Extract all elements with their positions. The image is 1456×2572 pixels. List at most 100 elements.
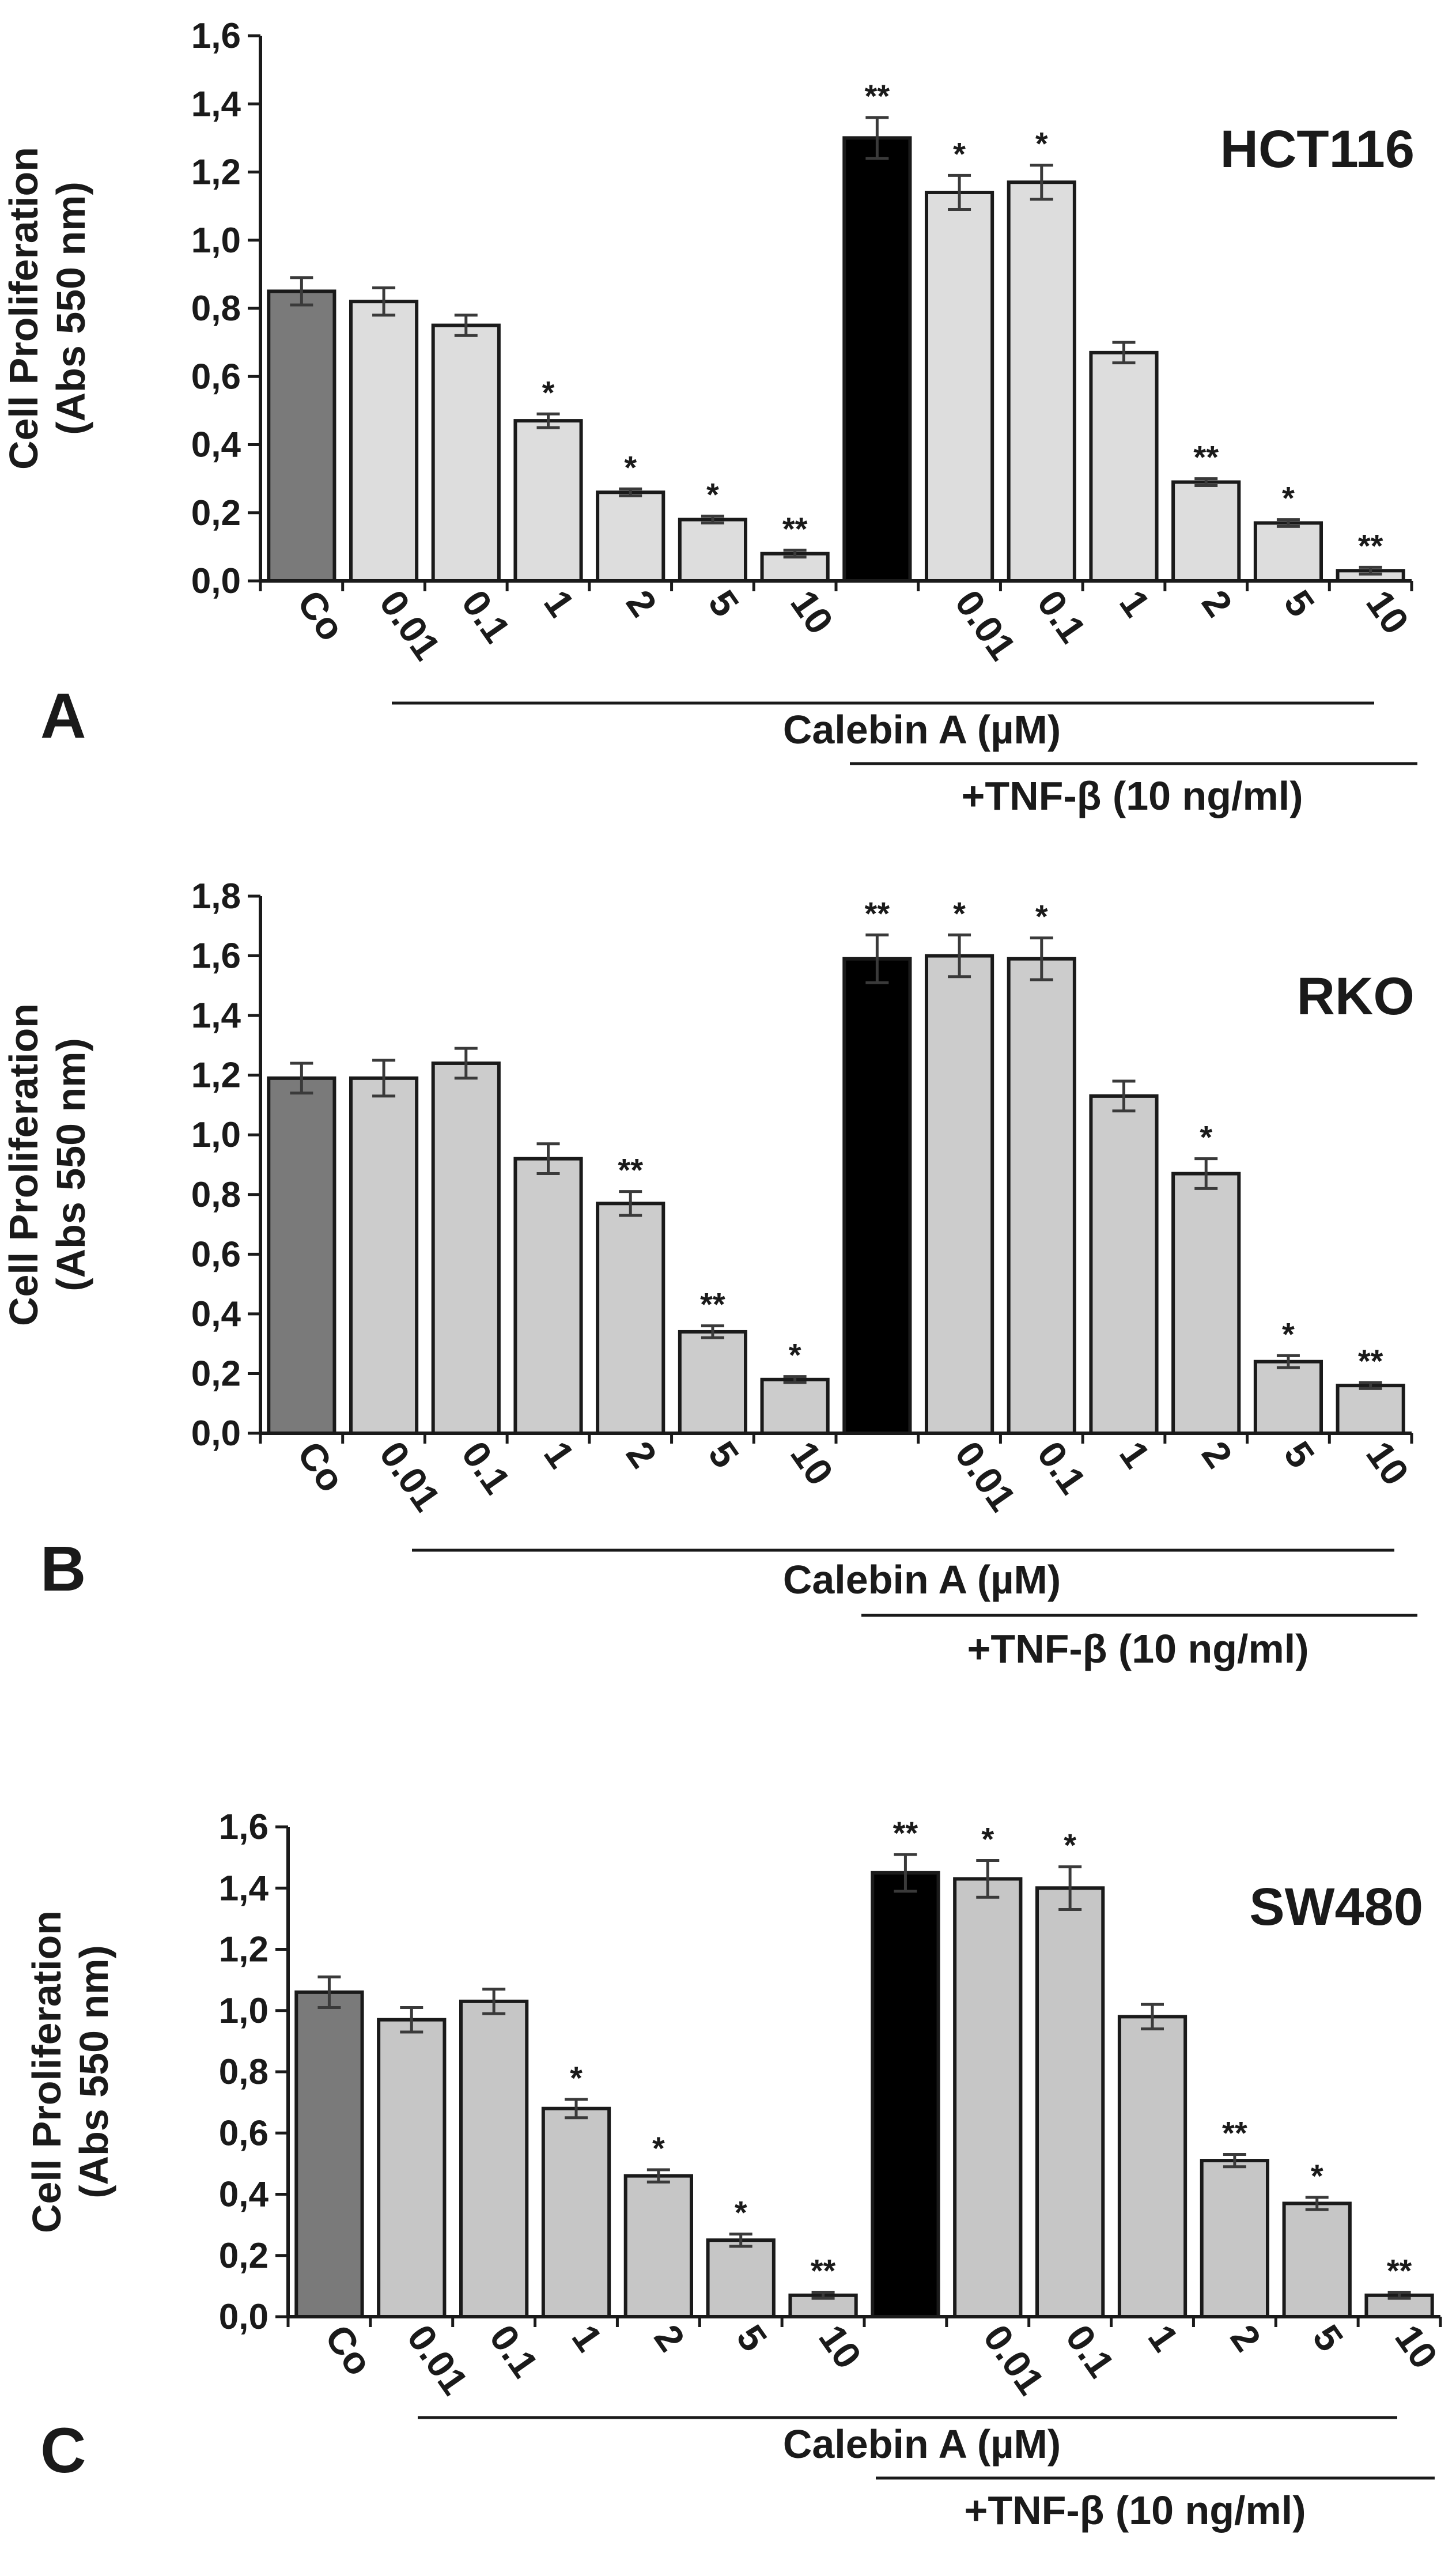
calebin-a-label: Calebin A (µM) — [783, 2422, 1061, 2467]
significance-marker: ** — [782, 511, 808, 547]
chart-panel-c: Cell Proliferation (Abs 550 nm) 0,0 0,2 0,4 0… — [24, 1807, 1446, 2533]
bar-calebin-a — [596, 1202, 665, 1435]
calebin-a-label: Calebin A (µM) — [783, 1557, 1061, 1602]
bar-calebin-a — [513, 419, 583, 583]
bar-calebin-a — [431, 1061, 501, 1435]
significance-marker: * — [1035, 898, 1048, 934]
significance-marker: ** — [1358, 1343, 1383, 1379]
x-tick-label: 0.01 — [399, 2317, 476, 2403]
y-tick-label: 0,0 — [219, 2297, 268, 2337]
x-tick-label: 5 — [1304, 2317, 1352, 2359]
tnf-beta-label: +TNF-β (10 ng/ml) — [967, 1626, 1308, 1671]
bar-calebin-a — [623, 2174, 693, 2318]
x-tick-label: 0.01 — [975, 2317, 1053, 2403]
significance-marker: ** — [865, 78, 890, 114]
bar-calebin-a — [1336, 1384, 1405, 1435]
bar-calebin-a — [377, 2018, 447, 2318]
y-tick-label: 1,4 — [191, 84, 241, 124]
y-axis-label-line1: Cell Proliferation — [1, 147, 46, 470]
bar-calebin-a — [924, 190, 994, 583]
cell-line-label: SW480 — [1249, 1878, 1423, 1936]
bar-calebin-a — [596, 490, 665, 583]
panel-letter: B — [40, 1534, 86, 1604]
x-tick-label: 10 — [1387, 2317, 1446, 2377]
bar-calebin-a — [678, 1330, 748, 1436]
significance-marker: * — [1064, 1827, 1076, 1863]
x-tick-label: 2 — [618, 583, 665, 625]
bar-calebin-a — [349, 1076, 419, 1436]
significance-marker: ** — [1222, 2114, 1247, 2151]
x-tick-label: 1 — [564, 2317, 611, 2359]
y-tick-label: 1,8 — [191, 877, 241, 916]
x-tick-label: 0.1 — [482, 2317, 547, 2385]
x-tick-label: 0.1 — [1029, 583, 1094, 651]
significance-marker: ** — [1387, 2253, 1412, 2289]
y-tick-label: 0,4 — [191, 1294, 241, 1334]
bar-calebin-a — [760, 1377, 830, 1436]
x-tick-label: Co — [289, 583, 353, 649]
bar-calebin-a — [706, 2238, 776, 2318]
significance-marker: * — [789, 1337, 801, 1373]
significance-marker: * — [652, 2130, 665, 2166]
bar-calebin-a — [349, 300, 419, 583]
y-tick-label: 1,6 — [191, 16, 241, 56]
x-tick-label: 10 — [1358, 583, 1417, 642]
y-tick-label: 0,6 — [191, 357, 241, 396]
significance-marker: ** — [700, 1286, 725, 1323]
y-tick-label: 1,2 — [191, 1056, 241, 1096]
y-tick-label: 0,2 — [191, 493, 241, 533]
bar-control — [294, 1990, 364, 2318]
significance-marker: ** — [618, 1152, 643, 1188]
significance-marker: ** — [865, 895, 890, 931]
bar-calebin-a — [924, 954, 994, 1435]
x-tick-label: 1 — [536, 583, 583, 625]
x-tick-label: 0.01 — [947, 583, 1024, 668]
bar-calebin-a — [1035, 1886, 1105, 2318]
x-tick-label: 1 — [536, 1434, 583, 1476]
y-tick-label: 1,0 — [219, 1991, 268, 2031]
bar-tnf-beta — [842, 957, 912, 1435]
y-tick-label: 0,8 — [191, 289, 241, 328]
significance-marker: * — [735, 2195, 747, 2231]
y-tick-label: 1,4 — [219, 1868, 269, 1908]
bar-calebin-a — [1007, 180, 1076, 583]
y-axis-label-line2: (Abs 550 nm) — [48, 1038, 93, 1291]
bar-calebin-a — [953, 1877, 1023, 2318]
bar-control — [267, 1076, 336, 1436]
y-tick-label: 0,2 — [219, 2236, 268, 2276]
significance-marker: * — [953, 135, 966, 172]
x-tick-label: 5 — [1276, 583, 1323, 625]
y-axis-label-line1: Cell Proliferation — [24, 1910, 69, 2233]
significance-marker: * — [1311, 2158, 1323, 2194]
y-tick-label: 0,6 — [219, 2113, 268, 2153]
x-tick-label: 0.1 — [453, 1434, 519, 1502]
bar-calebin-a — [541, 2106, 611, 2318]
x-tick-label: 2 — [618, 1434, 665, 1476]
y-tick-label: 1,6 — [191, 936, 241, 976]
bar-calebin-a — [1171, 480, 1241, 583]
y-tick-label: 1,0 — [191, 221, 241, 260]
x-tick-label: 2 — [1222, 2317, 1269, 2359]
chart-panel-b: Cell Proliferation (Abs 550 nm) 0,0 0,2 0,4 0… — [1, 877, 1417, 1671]
y-tick-label: 0,6 — [191, 1234, 241, 1274]
y-tick-label: 0,0 — [191, 1414, 241, 1453]
x-tick-label: 1 — [1140, 2317, 1188, 2359]
x-tick-label: 0.1 — [1058, 2317, 1123, 2385]
x-tick-label: 0.1 — [1029, 1434, 1094, 1502]
significance-marker: ** — [1358, 527, 1383, 564]
tnf-beta-label: +TNF-β (10 ng/ml) — [961, 773, 1303, 818]
y-tick-label: 0,4 — [219, 2175, 269, 2215]
significance-marker: ** — [811, 2253, 836, 2289]
significance-marker: * — [1200, 1119, 1212, 1155]
bar-calebin-a — [431, 323, 501, 583]
y-tick-label: 0,0 — [191, 561, 241, 601]
bar-tnf-beta — [842, 136, 912, 583]
y-tick-label: 0,4 — [191, 425, 241, 465]
significance-marker: * — [953, 895, 966, 931]
x-tick-label: 2 — [1194, 1434, 1241, 1476]
x-tick-label: 0.01 — [372, 1434, 449, 1519]
y-tick-label: 1,2 — [219, 1930, 268, 1970]
x-tick-label: 5 — [1276, 1434, 1323, 1476]
x-tick-label: 0.01 — [947, 1434, 1024, 1519]
